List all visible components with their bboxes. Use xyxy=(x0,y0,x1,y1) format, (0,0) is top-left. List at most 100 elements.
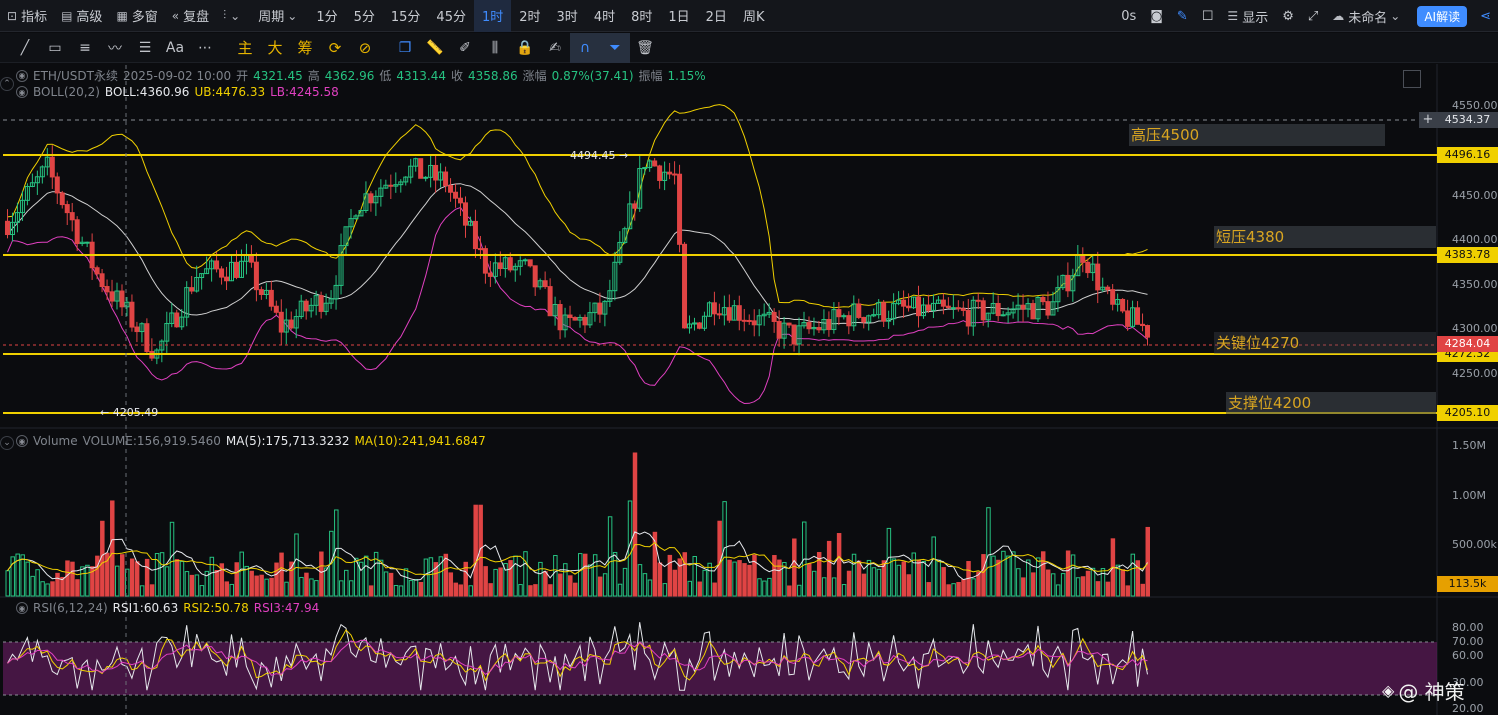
display-button[interactable]: ☰ 显示 xyxy=(1220,0,1275,32)
close-value: 4358.86 xyxy=(468,68,518,83)
volume-bar xyxy=(916,559,921,597)
rsi-name[interactable]: RSI(6,12,24) xyxy=(33,601,108,615)
candle-body xyxy=(139,323,145,333)
candle-body xyxy=(273,305,279,313)
more-icon[interactable]: ⋯ xyxy=(198,39,212,56)
rectangle-icon[interactable]: ▭ xyxy=(48,39,62,56)
volume-bar xyxy=(60,576,65,597)
add-alert-button[interactable]: + xyxy=(1419,112,1437,128)
ruler-icon[interactable]: 📏 xyxy=(426,39,444,56)
volume-bar xyxy=(115,565,120,597)
boll-value: BOLL:4360.96 xyxy=(104,85,190,99)
timeframe-tab[interactable]: 2日 xyxy=(705,10,727,25)
volume-bar xyxy=(578,553,583,597)
filter-icon[interactable]: ⏷ xyxy=(600,32,630,63)
volume-bar xyxy=(219,563,225,597)
timeframe-tab[interactable]: 8时 xyxy=(631,10,653,25)
volume-bar xyxy=(582,553,588,597)
lock-icon[interactable]: 🔒 xyxy=(516,39,534,56)
chart-type-button[interactable]: ⫶ ⌄ xyxy=(216,0,251,32)
timeframe-tab[interactable]: 1分 xyxy=(316,10,338,25)
magnet-icon[interactable]: ∩ xyxy=(570,32,600,63)
candles-icon: ⫶ xyxy=(223,8,227,22)
sync-icon[interactable]: ⟳ xyxy=(328,38,342,57)
timeframe-tab[interactable]: 45分 xyxy=(436,10,466,25)
volume-bar xyxy=(931,536,936,597)
timeframe-tab[interactable]: 周K xyxy=(742,10,765,25)
candle-body xyxy=(1130,307,1136,327)
timeframe-tab[interactable]: 3时 xyxy=(556,10,578,25)
gear-icon[interactable]: ⚙ xyxy=(1282,8,1294,24)
timeframe-tab[interactable]: 2时 xyxy=(519,10,541,25)
erase-ray-icon[interactable]: ⊘ xyxy=(358,38,372,57)
volume-name[interactable]: Volume xyxy=(33,434,78,448)
ai-read-button[interactable]: AI解读 xyxy=(1417,5,1468,27)
volume-ma-lines xyxy=(7,531,1148,581)
brush-icon[interactable]: ✐ xyxy=(459,39,471,56)
eye-icon[interactable]: ◉ xyxy=(16,435,28,447)
replay-button[interactable]: «复盘 xyxy=(165,0,216,32)
timeframe-tab[interactable]: 4时 xyxy=(593,10,616,25)
timeframe-tab[interactable]: 1日 xyxy=(668,10,690,25)
eye-icon[interactable]: ◉ xyxy=(16,69,28,82)
candle-body xyxy=(443,171,449,187)
copy-icon[interactable]: ❐ xyxy=(398,39,412,56)
indicators-button[interactable]: ⊡ 指标 xyxy=(0,0,54,32)
fib-icon[interactable]: ☰ xyxy=(138,39,152,56)
fullscreen-icon[interactable]: ⤢ xyxy=(1307,8,1319,24)
zone-label-support[interactable]: 支撑位4200 xyxy=(1226,392,1436,414)
trendline-icon[interactable]: ╱ xyxy=(20,39,30,56)
candle-body xyxy=(1110,289,1116,305)
eye-icon[interactable]: ◉ xyxy=(16,602,28,614)
candle-body xyxy=(119,290,125,308)
candle-body xyxy=(1000,314,1006,317)
candle-body xyxy=(19,199,25,214)
chips-toggle[interactable]: 筹 xyxy=(297,39,313,57)
volume-bar xyxy=(483,566,488,597)
candle-body xyxy=(587,312,593,326)
period-dropdown[interactable]: 周期 ⌄ xyxy=(251,0,308,32)
grid-icon: ▦ xyxy=(116,8,128,23)
trash-icon[interactable]: 🗑 xyxy=(636,39,654,56)
big-toggle[interactable]: 大 xyxy=(267,39,283,57)
note-icon[interactable]: ✍ xyxy=(549,39,561,56)
edit-note-icon[interactable]: ☐ xyxy=(1201,8,1214,24)
eye-icon[interactable]: ◉ xyxy=(16,86,28,98)
zone-label-key[interactable]: 关键位4270 xyxy=(1214,332,1436,354)
timeframe-tab[interactable]: 1时 xyxy=(473,0,512,32)
volume-bar xyxy=(573,582,578,597)
advanced-button[interactable]: ▤ 高级 xyxy=(54,0,109,32)
camera-icon[interactable]: ◙ xyxy=(1150,8,1163,24)
timeframe-tab[interactable]: 5分 xyxy=(353,10,375,25)
parallel-lines-icon[interactable]: ≡ xyxy=(79,39,91,56)
candle-body xyxy=(652,160,658,167)
candle-body xyxy=(303,300,309,312)
candle-body xyxy=(4,220,10,236)
candle-body xyxy=(920,304,926,317)
text-tool-icon[interactable]: Aa xyxy=(165,39,185,56)
wave-icon[interactable]: 〰 xyxy=(108,40,122,57)
expand-icon[interactable] xyxy=(1403,70,1421,88)
main-toggle[interactable]: 主 xyxy=(237,39,253,57)
zone-label-high[interactable]: 高压4500 xyxy=(1129,124,1385,146)
collapse-icon[interactable]: ⌃ xyxy=(0,77,14,91)
candle-body xyxy=(99,273,105,288)
timeframe-tab[interactable]: 15分 xyxy=(390,10,421,25)
boll-name[interactable]: BOLL(20,2) xyxy=(33,85,100,99)
collapse-icon[interactable]: ⌄ xyxy=(0,436,14,450)
candle-tool-icon[interactable]: ⫼ xyxy=(491,39,499,56)
candle-body xyxy=(14,212,20,223)
share-icon[interactable]: ⋖ xyxy=(1480,8,1491,24)
volume-bar xyxy=(1090,567,1096,597)
candle-body xyxy=(801,322,807,327)
pencil-icon[interactable]: ✎ xyxy=(1176,8,1188,24)
zone-label-short[interactable]: 短压4380 xyxy=(1214,226,1436,248)
multi-window-button[interactable]: ▦ 多窗 xyxy=(109,0,164,32)
boll-upper-line xyxy=(7,104,1148,309)
volume-bar xyxy=(259,574,264,597)
layout-dropdown[interactable]: ☁ 未命名 ⌄ xyxy=(1325,0,1411,32)
volume-bar xyxy=(1036,557,1041,597)
price-axis-label: 4400.00 xyxy=(1452,233,1498,246)
grid-lines xyxy=(0,64,1498,715)
